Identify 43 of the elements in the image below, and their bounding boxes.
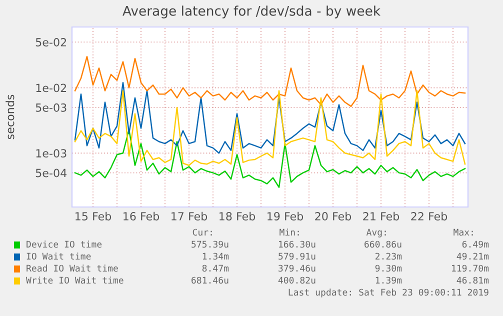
text: 6.49m <box>462 240 489 248</box>
text: 400.82u <box>278 276 316 284</box>
x-tick-label: 18 Feb <box>220 212 256 220</box>
text: 660.86u <box>364 240 402 248</box>
text: 166.30u <box>279 240 316 248</box>
x-tick-label: 20 Feb <box>315 212 352 220</box>
text: 579.91u <box>278 252 316 260</box>
y-tick-label: 1e-03 <box>36 149 66 158</box>
x-tick-label: 21 Feb <box>363 212 400 220</box>
text: 379.46u <box>278 264 316 272</box>
x-tick-label: 15 Feb <box>76 212 112 220</box>
x-tick-label: 22 Feb <box>411 212 448 220</box>
legend-label: IO Wait time <box>26 252 91 260</box>
x-tick-label: 16 Feb <box>124 212 160 220</box>
text: Min: <box>280 228 299 236</box>
chart-title: Average latency for /dev/sda - by week <box>122 6 381 18</box>
text: 575.39u <box>192 240 228 248</box>
text: 1.34m <box>202 252 229 260</box>
text: Cur: <box>192 228 212 236</box>
y-tick-label: 5e-02 <box>36 38 66 46</box>
line-series <box>74 90 466 166</box>
line-series <box>74 56 466 107</box>
legend-label: Write IO Wait time <box>26 276 124 284</box>
y-axis-title: seconds <box>6 94 14 140</box>
legend-label: Device IO time <box>26 240 102 248</box>
text: 119.70m <box>452 264 489 272</box>
x-tick-label: 19 Feb <box>268 212 304 220</box>
text: 2.23m <box>375 252 402 260</box>
text: Last update: Sat Feb 23 09:00:11 2019 <box>288 288 488 298</box>
text: 681.46u <box>192 276 228 284</box>
text: 9.30m <box>375 264 402 272</box>
x-tick-label: 17 Feb <box>172 212 208 220</box>
y-tick-label: 1e-02 <box>36 84 66 92</box>
y-tick-label: 5e-04 <box>36 168 67 178</box>
line-series <box>74 82 466 154</box>
text: 8.47m <box>202 264 229 272</box>
text: 49.21m <box>456 252 489 260</box>
y-tick-label: 5e-03 <box>36 103 66 112</box>
text: 1.39m <box>376 276 402 284</box>
text: 46.81m <box>456 276 489 284</box>
text: Max: <box>454 228 473 236</box>
legend-label: Read IO Wait time <box>26 264 118 272</box>
text: Avg: <box>366 228 386 238</box>
